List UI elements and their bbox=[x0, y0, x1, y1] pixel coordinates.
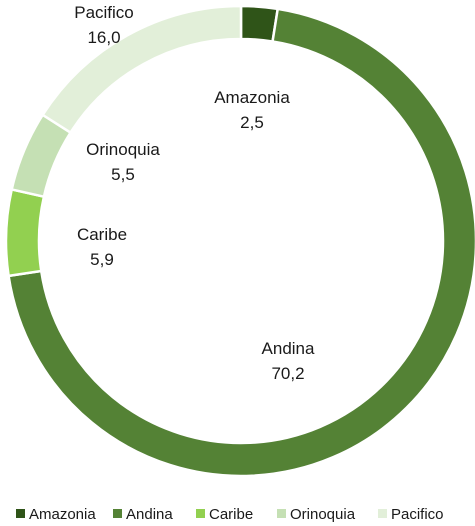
legend-swatch-orinoquia bbox=[277, 509, 286, 518]
legend-label-pacifico: Pacifico bbox=[391, 506, 444, 523]
legend-swatch-pacifico bbox=[378, 509, 387, 518]
slice-caribe bbox=[4, 187, 46, 278]
data-label-category-caribe: Caribe bbox=[77, 225, 127, 244]
donut-slices bbox=[4, 4, 475, 478]
slice-andina bbox=[7, 7, 475, 478]
legend-label-amazonia: Amazonia bbox=[29, 506, 96, 523]
slice-pacifico bbox=[40, 4, 243, 135]
data-label-value-andina: 70,2 bbox=[271, 364, 304, 383]
data-label-value-amazonia: 2,5 bbox=[240, 113, 264, 132]
legend-label-andina: Andina bbox=[126, 506, 173, 523]
legend-label-orinoquia: Orinoquia bbox=[290, 506, 356, 523]
data-label-category-pacifico: Pacifico bbox=[74, 3, 134, 22]
legend-swatch-caribe bbox=[196, 509, 205, 518]
data-label-category-andina: Andina bbox=[262, 339, 315, 358]
data-labels: Amazonia 2,5 Andina 70,2 Caribe 5,9 Orinoquia 5… bbox=[74, 3, 315, 383]
data-label-value-orinoquia: 5,5 bbox=[111, 165, 135, 184]
data-label-value-caribe: 5,9 bbox=[90, 250, 114, 269]
legend-label-caribe: Caribe bbox=[209, 506, 253, 523]
legend: Amazonia Andina Caribe Orinoquia Pacifico bbox=[16, 506, 444, 523]
data-label-category-orinoquia: Orinoquia bbox=[86, 140, 160, 159]
data-label-value-pacifico: 16,0 bbox=[87, 28, 120, 47]
legend-swatch-amazonia bbox=[16, 509, 25, 518]
legend-swatch-andina bbox=[113, 509, 122, 518]
data-label-category-amazonia: Amazonia bbox=[214, 88, 290, 107]
